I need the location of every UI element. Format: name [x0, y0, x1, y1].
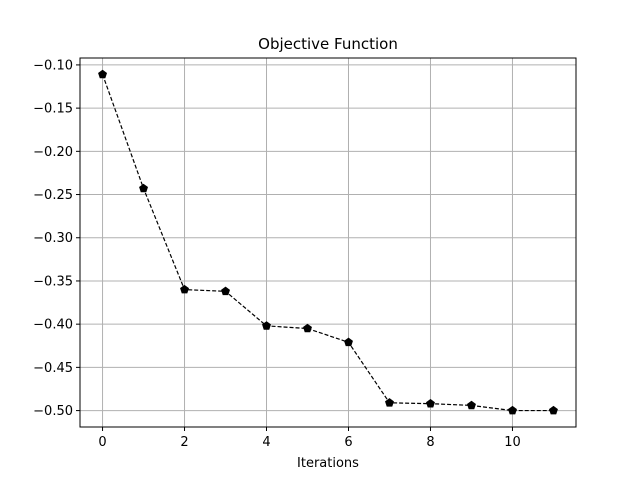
data-point-5 [303, 323, 312, 333]
x-axis-title: Iterations [297, 456, 359, 471]
x-tick-label-3: 6 [344, 435, 352, 450]
y-tick-label-6: −0.40 [33, 318, 73, 333]
data-point-6 [344, 337, 353, 347]
data-point-1 [139, 183, 148, 193]
data-point-0 [98, 69, 108, 79]
y-tick-label-5: −0.35 [33, 274, 73, 289]
chart-title: Objective Function [258, 35, 398, 53]
y-tick-label-2: −0.20 [33, 145, 73, 160]
axes [79, 57, 577, 428]
y-tick-label-8: −0.50 [33, 404, 73, 419]
plot-frame [79, 57, 577, 428]
data-point-11 [548, 405, 558, 415]
y-tick-label-1: −0.15 [33, 102, 73, 117]
x-tick-label-4: 8 [426, 435, 434, 450]
y-tick-label-4: −0.30 [33, 231, 73, 246]
y-tick-label-7: −0.45 [33, 361, 73, 376]
data-point-9 [467, 400, 476, 410]
y-tick-label-3: −0.25 [33, 188, 73, 203]
data-point-3 [221, 286, 230, 296]
data-point-7 [385, 398, 394, 407]
data-series [98, 69, 558, 415]
x-tick-label-5: 10 [504, 435, 521, 450]
series-line-0 [101, 74, 554, 412]
grid-lines [80, 58, 576, 427]
data-point-8 [426, 398, 435, 408]
data-point-2 [180, 284, 189, 294]
tick-labels: 0 2 4 6 8 10 −0.10 −0.15 −0.20 −0.25 −0.30 −0.35 −0.… [33, 58, 521, 450]
x-tick-label-2: 4 [262, 435, 270, 450]
y-tick-label-0: −0.10 [33, 58, 73, 73]
data-point-4 [262, 321, 271, 330]
data-point-10 [508, 405, 517, 415]
x-tick-label-0: 0 [98, 435, 106, 450]
x-tick-label-1: 2 [180, 435, 188, 450]
